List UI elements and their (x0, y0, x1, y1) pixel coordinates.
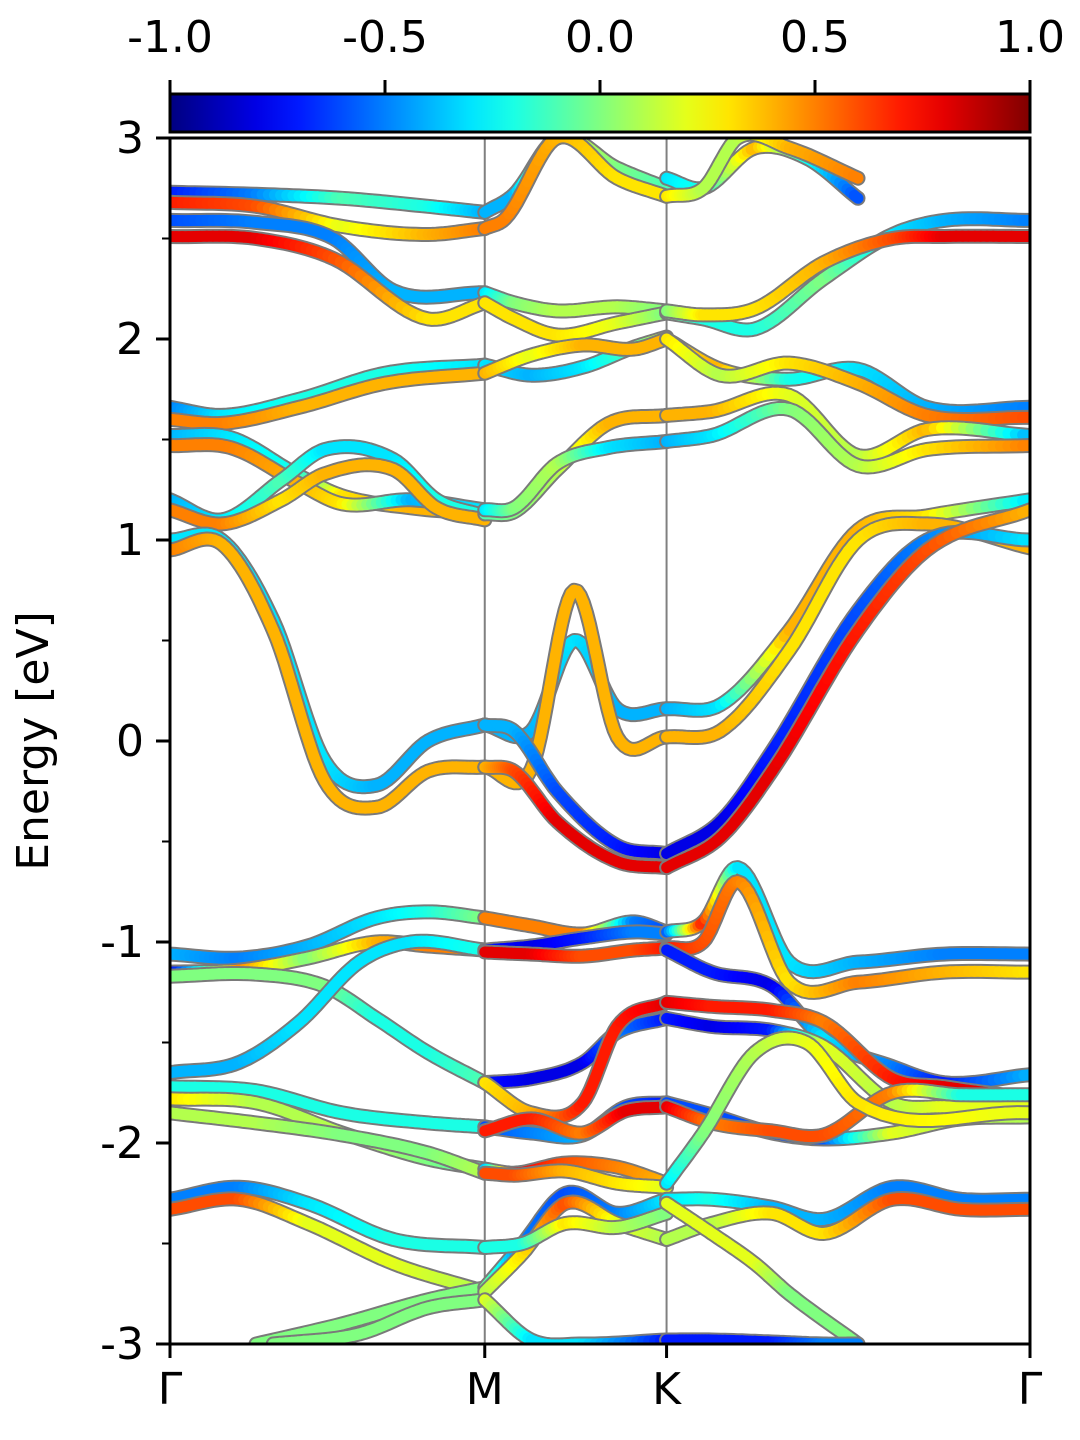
x-tick-label: Γ (158, 1364, 183, 1415)
x-tick-label: M (466, 1364, 504, 1415)
bands (170, 138, 1030, 1344)
colorbar-tick-label: 0.0 (565, 12, 635, 63)
band-segment (751, 138, 765, 142)
band-segment (657, 1207, 673, 1220)
band-line (170, 531, 493, 816)
band-line (170, 966, 493, 1091)
band-segment (657, 181, 673, 194)
band-line (477, 295, 675, 343)
band-line (477, 759, 675, 876)
band-line (659, 228, 1030, 323)
x-tick-label: Γ (1018, 1364, 1043, 1415)
colorbar-tick-label: 0.5 (780, 12, 850, 63)
band-line (659, 492, 1030, 718)
band-line (659, 502, 1030, 876)
band-line (170, 228, 493, 327)
band-line (170, 212, 493, 305)
y-tick-label: 2 (116, 314, 144, 365)
band-line (477, 940, 675, 964)
band-line (659, 331, 1030, 427)
band-line (477, 717, 675, 862)
colorbar-tick-label: -0.5 (342, 12, 428, 63)
colorbar-gradient (168, 92, 1032, 134)
band-segment (847, 170, 864, 184)
y-tick-label: -2 (100, 1118, 144, 1169)
band-line (170, 365, 493, 432)
colorbar-tick-label: 1.0 (995, 12, 1065, 63)
band-line (477, 1205, 675, 1255)
y-axis-ticks: 3 2 1 0 -1 -2 -3 (100, 113, 170, 1370)
x-tick-label: K (652, 1364, 682, 1415)
band-line (477, 138, 675, 236)
y-tick-label: -3 (100, 1319, 144, 1370)
band-segment (748, 138, 761, 141)
band-line (170, 1179, 493, 1255)
plot-area: 3 2 1 0 -1 -2 -3 Γ M K Γ (100, 113, 1043, 1415)
band-line (170, 933, 493, 1081)
band-line (477, 1163, 675, 1195)
colorbar-ticks: -1.0 -0.5 0.0 0.5 1.0 (127, 12, 1065, 94)
y-tick-label: 1 (116, 515, 144, 566)
band-line (170, 357, 493, 423)
band-line (170, 1105, 493, 1181)
band-line (659, 874, 1030, 1000)
y-tick-label: 0 (116, 716, 144, 767)
y-tick-label: 3 (116, 113, 144, 164)
colorbar: -1.0 -0.5 0.0 0.5 1.0 (127, 12, 1065, 134)
band-line (477, 285, 675, 319)
colorbar-tick-label: -1.0 (127, 12, 213, 63)
band-segment (848, 189, 864, 204)
band-line (659, 401, 1030, 475)
band-line (170, 904, 493, 966)
y-axis-label: Energy [eV] (8, 611, 59, 871)
y-tick-label: -1 (100, 917, 144, 968)
band-segment (736, 138, 750, 142)
band-segment (740, 138, 753, 141)
band-line (477, 994, 675, 1125)
